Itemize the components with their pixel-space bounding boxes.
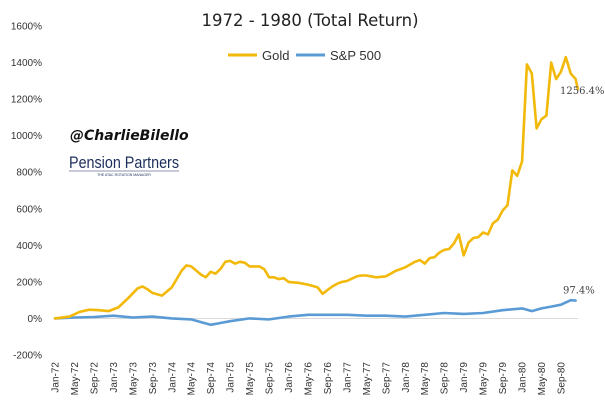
chart-title: 1972 - 1980 (Total Return) — [201, 11, 418, 30]
x-tick-label: Jan-78 — [401, 362, 412, 393]
y-tick-label: 800% — [16, 168, 42, 179]
y-tick-label: 1000% — [11, 131, 42, 142]
end-label-sp500: 97.4% — [563, 286, 595, 297]
y-tick-label: -200% — [13, 351, 42, 362]
x-tick-label: Jan-79 — [459, 362, 470, 393]
x-tick-label: Sep-74 — [206, 362, 217, 395]
x-tick-label: May-79 — [479, 362, 490, 396]
x-tick-label: May-75 — [245, 362, 256, 396]
series-line-gold — [53, 55, 580, 320]
x-tick-label: Jan-72 — [51, 362, 62, 393]
x-tick-label: Sep-72 — [89, 362, 100, 395]
watermark: @CharlieBilello Pension Partners THE ATA… — [69, 128, 189, 177]
x-tick-label: May-80 — [537, 362, 548, 396]
x-tick-label: May-77 — [362, 362, 373, 396]
y-tick-label: 200% — [16, 277, 42, 288]
x-tick-label: Jan-74 — [167, 362, 178, 393]
x-tick-label: Jan-75 — [226, 362, 237, 393]
y-tick-label: 600% — [16, 204, 42, 215]
series-line-sp500 — [53, 298, 577, 327]
x-tick-label: Sep-76 — [323, 362, 334, 395]
x-tick-label: Sep-79 — [498, 362, 509, 395]
watermark-tagline: THE ATAC ROTATION MANAGER — [97, 173, 151, 177]
legend: Gold S&P 500 — [228, 48, 381, 63]
x-tick-label: Jan-80 — [518, 362, 529, 393]
x-tick-label: May-74 — [187, 362, 198, 396]
end-label-gold: 1256.4% — [560, 86, 605, 97]
x-tick-label: May-73 — [128, 362, 139, 396]
x-tick-label: Sep-77 — [381, 362, 392, 395]
watermark-brand: Pension Partners — [69, 153, 179, 172]
legend-label-sp500: S&P 500 — [330, 48, 381, 63]
y-tick-label: 1200% — [11, 95, 42, 106]
legend-label-gold: Gold — [262, 48, 289, 63]
y-axis: -200% 0% 200% 400% 600% 800% 1000% 1200% 1400% 16… — [11, 22, 42, 362]
x-tick-label: May-76 — [303, 362, 314, 396]
x-tick-label: May-72 — [70, 362, 81, 396]
x-tick-label: Sep-78 — [440, 362, 451, 395]
x-tick-label: Jan-73 — [109, 362, 120, 393]
watermark-handle: @CharlieBilello — [70, 128, 189, 144]
y-tick-label: 400% — [16, 241, 42, 252]
x-axis: Jan-72 May-72 Sep-72 Jan-73 May-73 Sep-73 Jan-… — [51, 317, 578, 396]
x-tick-label: Sep-73 — [148, 362, 159, 395]
series-layer: 1256.4% 97.4% — [53, 55, 605, 327]
x-tick-label: Jan-77 — [342, 362, 353, 393]
x-tick-label: May-78 — [420, 362, 431, 396]
y-tick-label: 1600% — [11, 22, 42, 33]
y-tick-label: 1400% — [11, 58, 42, 69]
x-tick-label: Sep-75 — [265, 362, 276, 395]
x-tick-label: Sep-80 — [556, 362, 567, 395]
x-tick-label: Jan-76 — [284, 362, 295, 393]
y-tick-label: 0% — [28, 314, 43, 325]
